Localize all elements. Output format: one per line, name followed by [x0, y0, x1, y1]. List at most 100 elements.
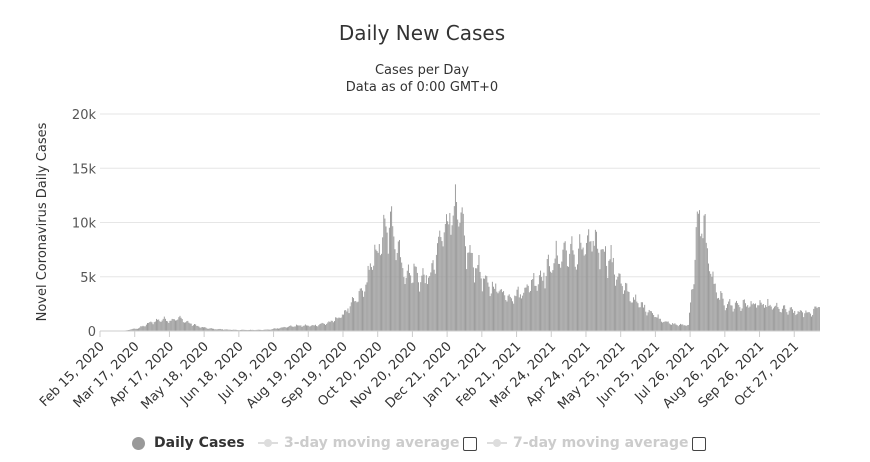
bar[interactable]	[279, 328, 281, 331]
bar[interactable]	[806, 312, 808, 331]
bar[interactable]	[185, 322, 187, 331]
bar[interactable]	[274, 328, 276, 331]
bar[interactable]	[376, 251, 378, 331]
bar[interactable]	[387, 253, 389, 331]
bar[interactable]	[692, 289, 694, 331]
bar[interactable]	[524, 287, 526, 331]
bar[interactable]	[795, 315, 797, 331]
bar[interactable]	[198, 326, 200, 331]
bar[interactable]	[770, 306, 772, 331]
bar[interactable]	[514, 295, 516, 331]
bar[interactable]	[744, 303, 746, 331]
bar[interactable]	[760, 302, 762, 331]
bar[interactable]	[541, 276, 543, 331]
bar[interactable]	[442, 246, 444, 331]
bar[interactable]	[732, 311, 734, 331]
bar[interactable]	[329, 322, 331, 331]
bar[interactable]	[320, 323, 322, 331]
bar[interactable]	[334, 321, 335, 331]
bar[interactable]	[678, 324, 680, 331]
bar[interactable]	[217, 329, 219, 331]
bar[interactable]	[297, 325, 299, 331]
bar[interactable]	[196, 325, 198, 331]
bar[interactable]	[563, 242, 565, 331]
bar[interactable]	[467, 252, 469, 331]
bar[interactable]	[721, 292, 723, 331]
bar[interactable]	[757, 305, 759, 331]
bar[interactable]	[356, 302, 358, 331]
bar[interactable]	[809, 313, 811, 331]
bar[interactable]	[662, 322, 664, 331]
bar[interactable]	[731, 305, 733, 331]
bar[interactable]	[545, 276, 547, 331]
bar[interactable]	[284, 327, 286, 331]
bar[interactable]	[600, 249, 602, 331]
bar[interactable]	[223, 329, 225, 331]
bar[interactable]	[598, 252, 600, 331]
bar[interactable]	[257, 329, 259, 331]
bar[interactable]	[235, 329, 237, 331]
bar[interactable]	[167, 321, 169, 331]
bar[interactable]	[761, 304, 763, 331]
bar[interactable]	[160, 321, 162, 331]
bar[interactable]	[797, 311, 799, 331]
bar[interactable]	[263, 329, 265, 331]
bar[interactable]	[145, 324, 147, 331]
bar[interactable]	[149, 322, 151, 331]
bar[interactable]	[179, 315, 181, 331]
bar[interactable]	[276, 328, 278, 331]
bar[interactable]	[444, 223, 446, 331]
bar[interactable]	[515, 296, 517, 331]
bar[interactable]	[513, 303, 515, 331]
bar[interactable]	[154, 321, 156, 331]
bar[interactable]	[573, 254, 575, 331]
bar[interactable]	[753, 304, 755, 331]
bar[interactable]	[725, 307, 727, 331]
bar[interactable]	[704, 214, 706, 331]
bar[interactable]	[204, 327, 206, 331]
bar[interactable]	[191, 325, 193, 331]
bar[interactable]	[737, 303, 739, 331]
bar[interactable]	[243, 329, 245, 331]
bar[interactable]	[211, 328, 213, 331]
bar[interactable]	[640, 302, 642, 331]
bar[interactable]	[669, 324, 671, 331]
bar[interactable]	[627, 291, 629, 331]
bar[interactable]	[421, 275, 423, 331]
bar[interactable]	[256, 329, 258, 331]
bar[interactable]	[693, 284, 695, 331]
bar[interactable]	[409, 272, 410, 331]
bar[interactable]	[658, 318, 660, 331]
bar[interactable]	[752, 303, 754, 331]
bar[interactable]	[804, 313, 806, 331]
bar[interactable]	[360, 288, 362, 331]
bar[interactable]	[171, 318, 173, 331]
bar[interactable]	[697, 213, 699, 331]
bar[interactable]	[476, 268, 478, 331]
bar[interactable]	[416, 272, 418, 331]
bar[interactable]	[357, 301, 359, 331]
bar[interactable]	[802, 312, 804, 331]
legend-item-3day-average[interactable]: 3-day moving average	[258, 428, 460, 458]
bar[interactable]	[720, 291, 722, 331]
bar[interactable]	[159, 321, 161, 331]
bar[interactable]	[748, 307, 750, 331]
bar[interactable]	[510, 298, 512, 331]
bar[interactable]	[775, 305, 777, 331]
bar[interactable]	[629, 301, 631, 331]
bar[interactable]	[164, 318, 166, 331]
bar[interactable]	[452, 215, 454, 331]
bar[interactable]	[358, 291, 360, 331]
bar[interactable]	[172, 319, 174, 331]
bar[interactable]	[733, 308, 735, 331]
bar[interactable]	[362, 290, 363, 331]
bar[interactable]	[300, 325, 302, 331]
bar[interactable]	[321, 322, 323, 331]
bar[interactable]	[562, 249, 564, 331]
bar[interactable]	[194, 324, 196, 331]
bar[interactable]	[700, 236, 702, 331]
bar[interactable]	[738, 304, 740, 331]
bar[interactable]	[591, 251, 593, 331]
bar[interactable]	[446, 214, 447, 331]
bar[interactable]	[708, 263, 709, 331]
